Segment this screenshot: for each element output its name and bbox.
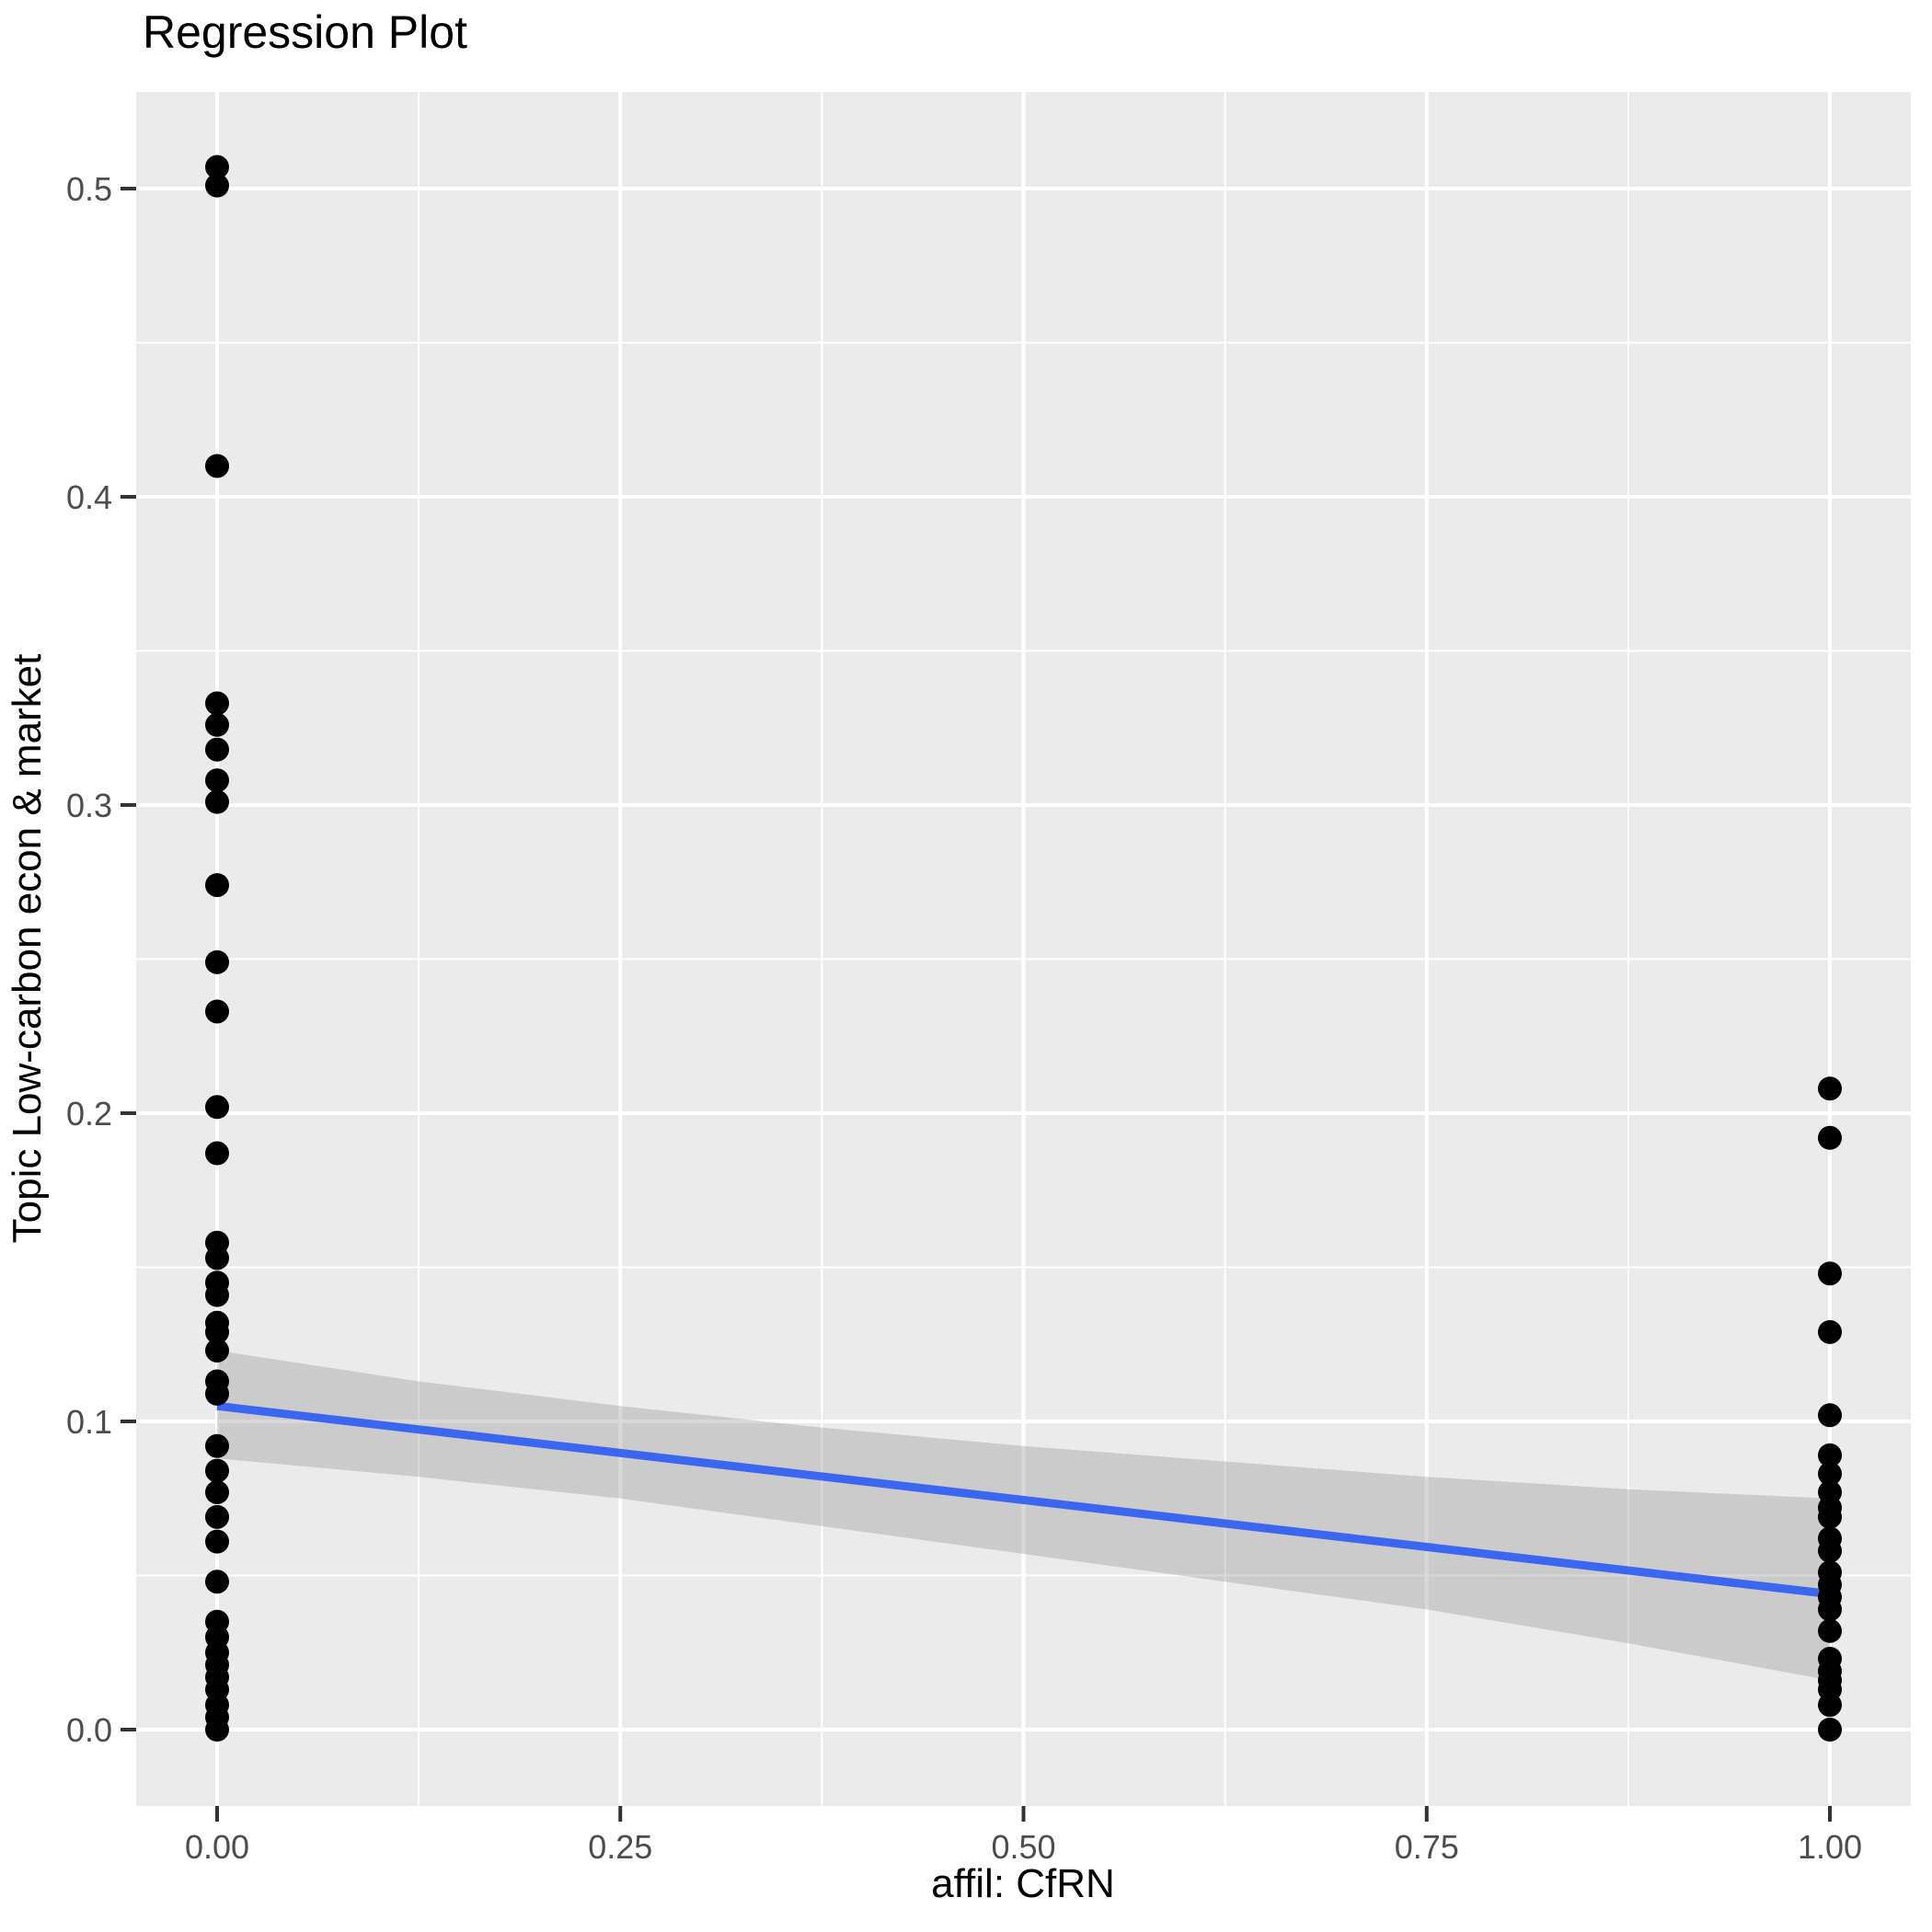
- y-tick-label: 0.2: [66, 1095, 112, 1133]
- x-tick-label: 0.75: [1395, 1828, 1459, 1866]
- data-point: [205, 1319, 229, 1344]
- data-point: [1818, 1693, 1842, 1718]
- data-point: [1818, 1261, 1842, 1286]
- data-point: [205, 1570, 229, 1594]
- data-point: [205, 1338, 229, 1363]
- y-tick-label: 0.5: [66, 170, 112, 208]
- data-point: [205, 712, 229, 737]
- data-point: [205, 1458, 229, 1483]
- data-point: [205, 454, 229, 478]
- data-point: [1818, 1443, 1842, 1467]
- confidence-band: [217, 1350, 1830, 1681]
- data-point: [205, 949, 229, 974]
- data-point: [1818, 1076, 1842, 1101]
- data-point: [205, 873, 229, 898]
- axes: 0.0 0.1 0.2 0.3 0.4 0.5 0.00 0.25 0.50 0.75 1.00: [66, 170, 1862, 1866]
- x-tick-label: 0.25: [588, 1828, 652, 1866]
- regression-line: [216, 1401, 1831, 1599]
- data-point: [1818, 1538, 1842, 1563]
- plot-panel: [136, 92, 1911, 1806]
- data-point: [1818, 1319, 1842, 1344]
- data-point: [1818, 1597, 1842, 1622]
- x-tick-label: 0.50: [991, 1828, 1055, 1866]
- data-point: [205, 691, 229, 716]
- x-axis-title: affil: CfRN: [931, 1861, 1115, 1906]
- data-point: [1818, 1504, 1842, 1529]
- data-point: [205, 1480, 229, 1505]
- data-point: [205, 1433, 229, 1458]
- data-point: [205, 1282, 229, 1307]
- data-point: [205, 1095, 229, 1120]
- data-point: [205, 737, 229, 762]
- data-point: [1818, 1125, 1842, 1150]
- data-point: [205, 155, 229, 179]
- data-point: [1818, 1461, 1842, 1486]
- data-point: [205, 1246, 229, 1271]
- data-point: [205, 173, 229, 198]
- data-point: [1818, 1403, 1842, 1428]
- data-point: [1818, 1618, 1842, 1643]
- y-tick-label: 0.1: [66, 1403, 112, 1441]
- y-tick-label: 0.0: [66, 1711, 112, 1749]
- data-point: [205, 789, 229, 814]
- data-point: [205, 999, 229, 1024]
- data-point: [205, 1504, 229, 1529]
- x-tick-label: 1.00: [1798, 1828, 1862, 1866]
- data-point: [205, 1718, 229, 1742]
- data-point: [205, 768, 229, 793]
- data-point: [205, 1529, 229, 1554]
- y-tick-label: 0.4: [66, 478, 112, 516]
- data-point: [205, 1141, 229, 1166]
- data-point: [1818, 1718, 1842, 1742]
- plot-title: Regression Plot: [143, 6, 467, 58]
- data-point: [205, 1381, 229, 1406]
- y-axis-title: Topic Low-carbon econ & market: [5, 654, 50, 1244]
- y-tick-label: 0.3: [66, 787, 112, 824]
- x-tick-label: 0.00: [185, 1828, 249, 1866]
